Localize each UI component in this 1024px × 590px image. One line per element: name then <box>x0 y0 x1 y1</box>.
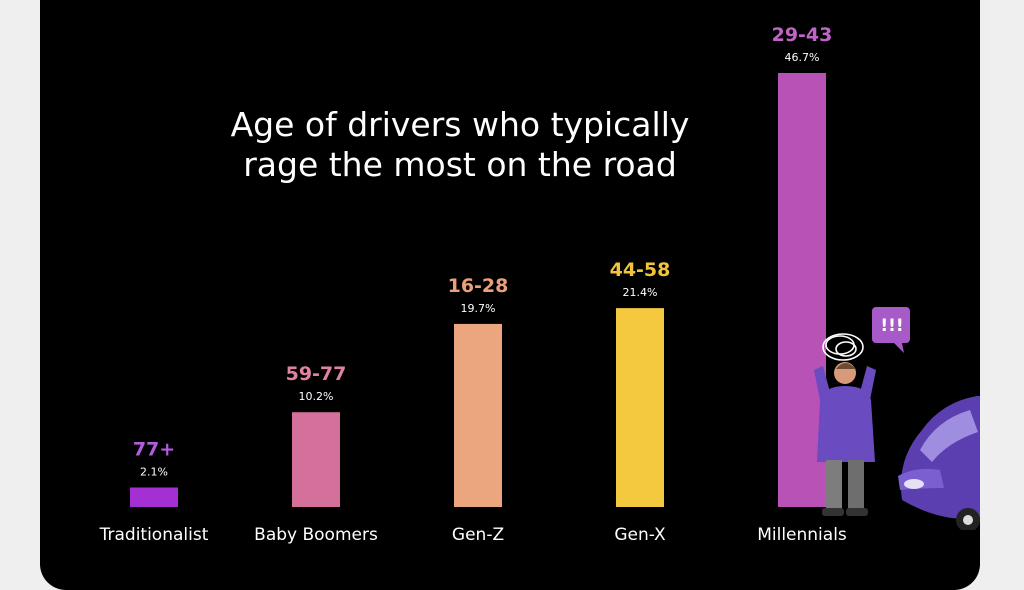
age-range-label: 16-28 <box>448 275 509 297</box>
bar-baby-boomers <box>292 412 340 507</box>
bar-gen-z <box>454 323 502 507</box>
bar-traditionalist <box>130 487 178 507</box>
age-range-label: 59-77 <box>286 363 347 385</box>
chart-title: Age of drivers who typically rage the mo… <box>170 105 750 185</box>
age-range-label: 44-58 <box>610 259 671 281</box>
category-label: Traditionalist <box>99 525 209 545</box>
bubble-text: !!! <box>880 316 903 336</box>
value-label: 46.7% <box>785 51 820 64</box>
exclamation-speech-bubble-icon: !!! <box>872 307 910 353</box>
chart-title-line-2: rage the most on the road <box>243 145 677 184</box>
bar-chart: 2.1% 77+ Traditionalist 10.2% 59-77 Baby Boom… <box>99 24 847 545</box>
angry-person-icon <box>814 333 876 516</box>
value-label: 21.4% <box>623 286 658 299</box>
category-label: Gen-Z <box>452 525 504 545</box>
value-label: 19.7% <box>461 302 496 315</box>
bar-millennials <box>778 73 826 507</box>
purple-car-icon <box>898 396 980 530</box>
category-label: Gen-X <box>614 525 666 545</box>
age-range-label: 29-43 <box>772 24 833 46</box>
age-range-label: 77+ <box>133 438 175 460</box>
bar-gen-x <box>616 308 664 507</box>
value-label: 2.1% <box>140 465 168 478</box>
category-label: Baby Boomers <box>254 525 378 545</box>
value-label: 10.2% <box>299 390 334 403</box>
chart-title-line-1: Age of drivers who typically <box>230 105 690 144</box>
category-label: Millennials <box>757 525 847 545</box>
chart-panel: Age of drivers who typically rage the mo… <box>40 0 980 590</box>
